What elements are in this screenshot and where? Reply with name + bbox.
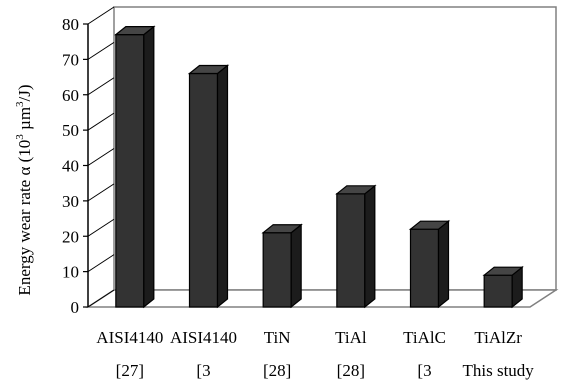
x-axis-labels: AISI4140 [27] AISI4140 [3 TiN [28] TiAl [28] TiA…	[96, 328, 534, 380]
x-tick-sublabel: [28]	[263, 361, 291, 380]
bar	[187, 64, 230, 309]
x-tick-sublabel: [3	[196, 361, 210, 380]
y-tick-label: 80	[62, 15, 79, 34]
bar-side	[143, 25, 155, 309]
x-tick-label: AISI4140	[96, 328, 163, 347]
bar	[114, 25, 156, 309]
y-tick-label: 60	[62, 86, 79, 105]
bars	[114, 25, 524, 309]
x-tick-sublabel: This study	[463, 361, 535, 380]
x-tick-sublabel: [27]	[116, 361, 144, 380]
y-tick-diagonal	[87, 289, 115, 308]
bar	[261, 223, 303, 309]
x-tick-sublabel: [3	[417, 361, 431, 380]
y-tick-diagonal	[87, 218, 115, 237]
y-tick-label: 40	[62, 157, 79, 176]
x-tick-label: AISI4140	[170, 328, 237, 347]
x-tick-label: TiN	[264, 328, 291, 347]
bar-side	[437, 219, 450, 309]
bar-front	[115, 34, 145, 308]
plot-frame	[85, 6, 559, 308]
y-tick-diagonal	[87, 77, 115, 96]
x-tick-sublabel: [28]	[337, 361, 365, 380]
bar	[335, 184, 377, 309]
bar	[408, 219, 451, 309]
y-tick-label: 20	[62, 227, 79, 246]
x-tick-label: TiAlC	[403, 328, 446, 347]
y-axis: 0 10 20 30 40 50 60 70 80	[62, 6, 115, 317]
bar-top	[482, 266, 524, 276]
bar-front	[188, 72, 219, 308]
bar-top	[408, 220, 451, 230]
y-tick-diagonal	[87, 183, 115, 202]
y-tick-label: 70	[62, 50, 79, 69]
y-tick-diagonal	[87, 254, 115, 273]
x-tick-label: TiAlZr	[474, 328, 522, 347]
y-tick-label: 30	[62, 192, 79, 211]
y-axis-label: Energy wear rate α (103 µm3/J)	[14, 84, 34, 295]
bar-top	[261, 224, 303, 234]
bar-front	[483, 274, 513, 308]
y-tick-label: 50	[62, 121, 79, 140]
bar-front	[336, 193, 366, 308]
bar-side	[290, 223, 302, 309]
y-tick-diagonal	[87, 41, 115, 60]
back-wall	[113, 6, 557, 291]
y-tick-label: 10	[62, 263, 79, 282]
bar-top	[187, 64, 230, 75]
bar-top	[114, 26, 156, 36]
bar-side	[364, 184, 376, 309]
bar-top	[335, 185, 377, 195]
y-tick-label: 0	[71, 298, 80, 317]
y-tick-diagonal	[87, 148, 115, 166]
bar	[482, 265, 524, 309]
bar-front	[262, 232, 292, 308]
y-tick-diagonal	[87, 112, 115, 131]
bar-front	[409, 228, 440, 308]
y-tick-diagonal	[87, 6, 115, 25]
bar-side	[216, 64, 229, 309]
x-tick-label: TiAl	[335, 328, 367, 347]
